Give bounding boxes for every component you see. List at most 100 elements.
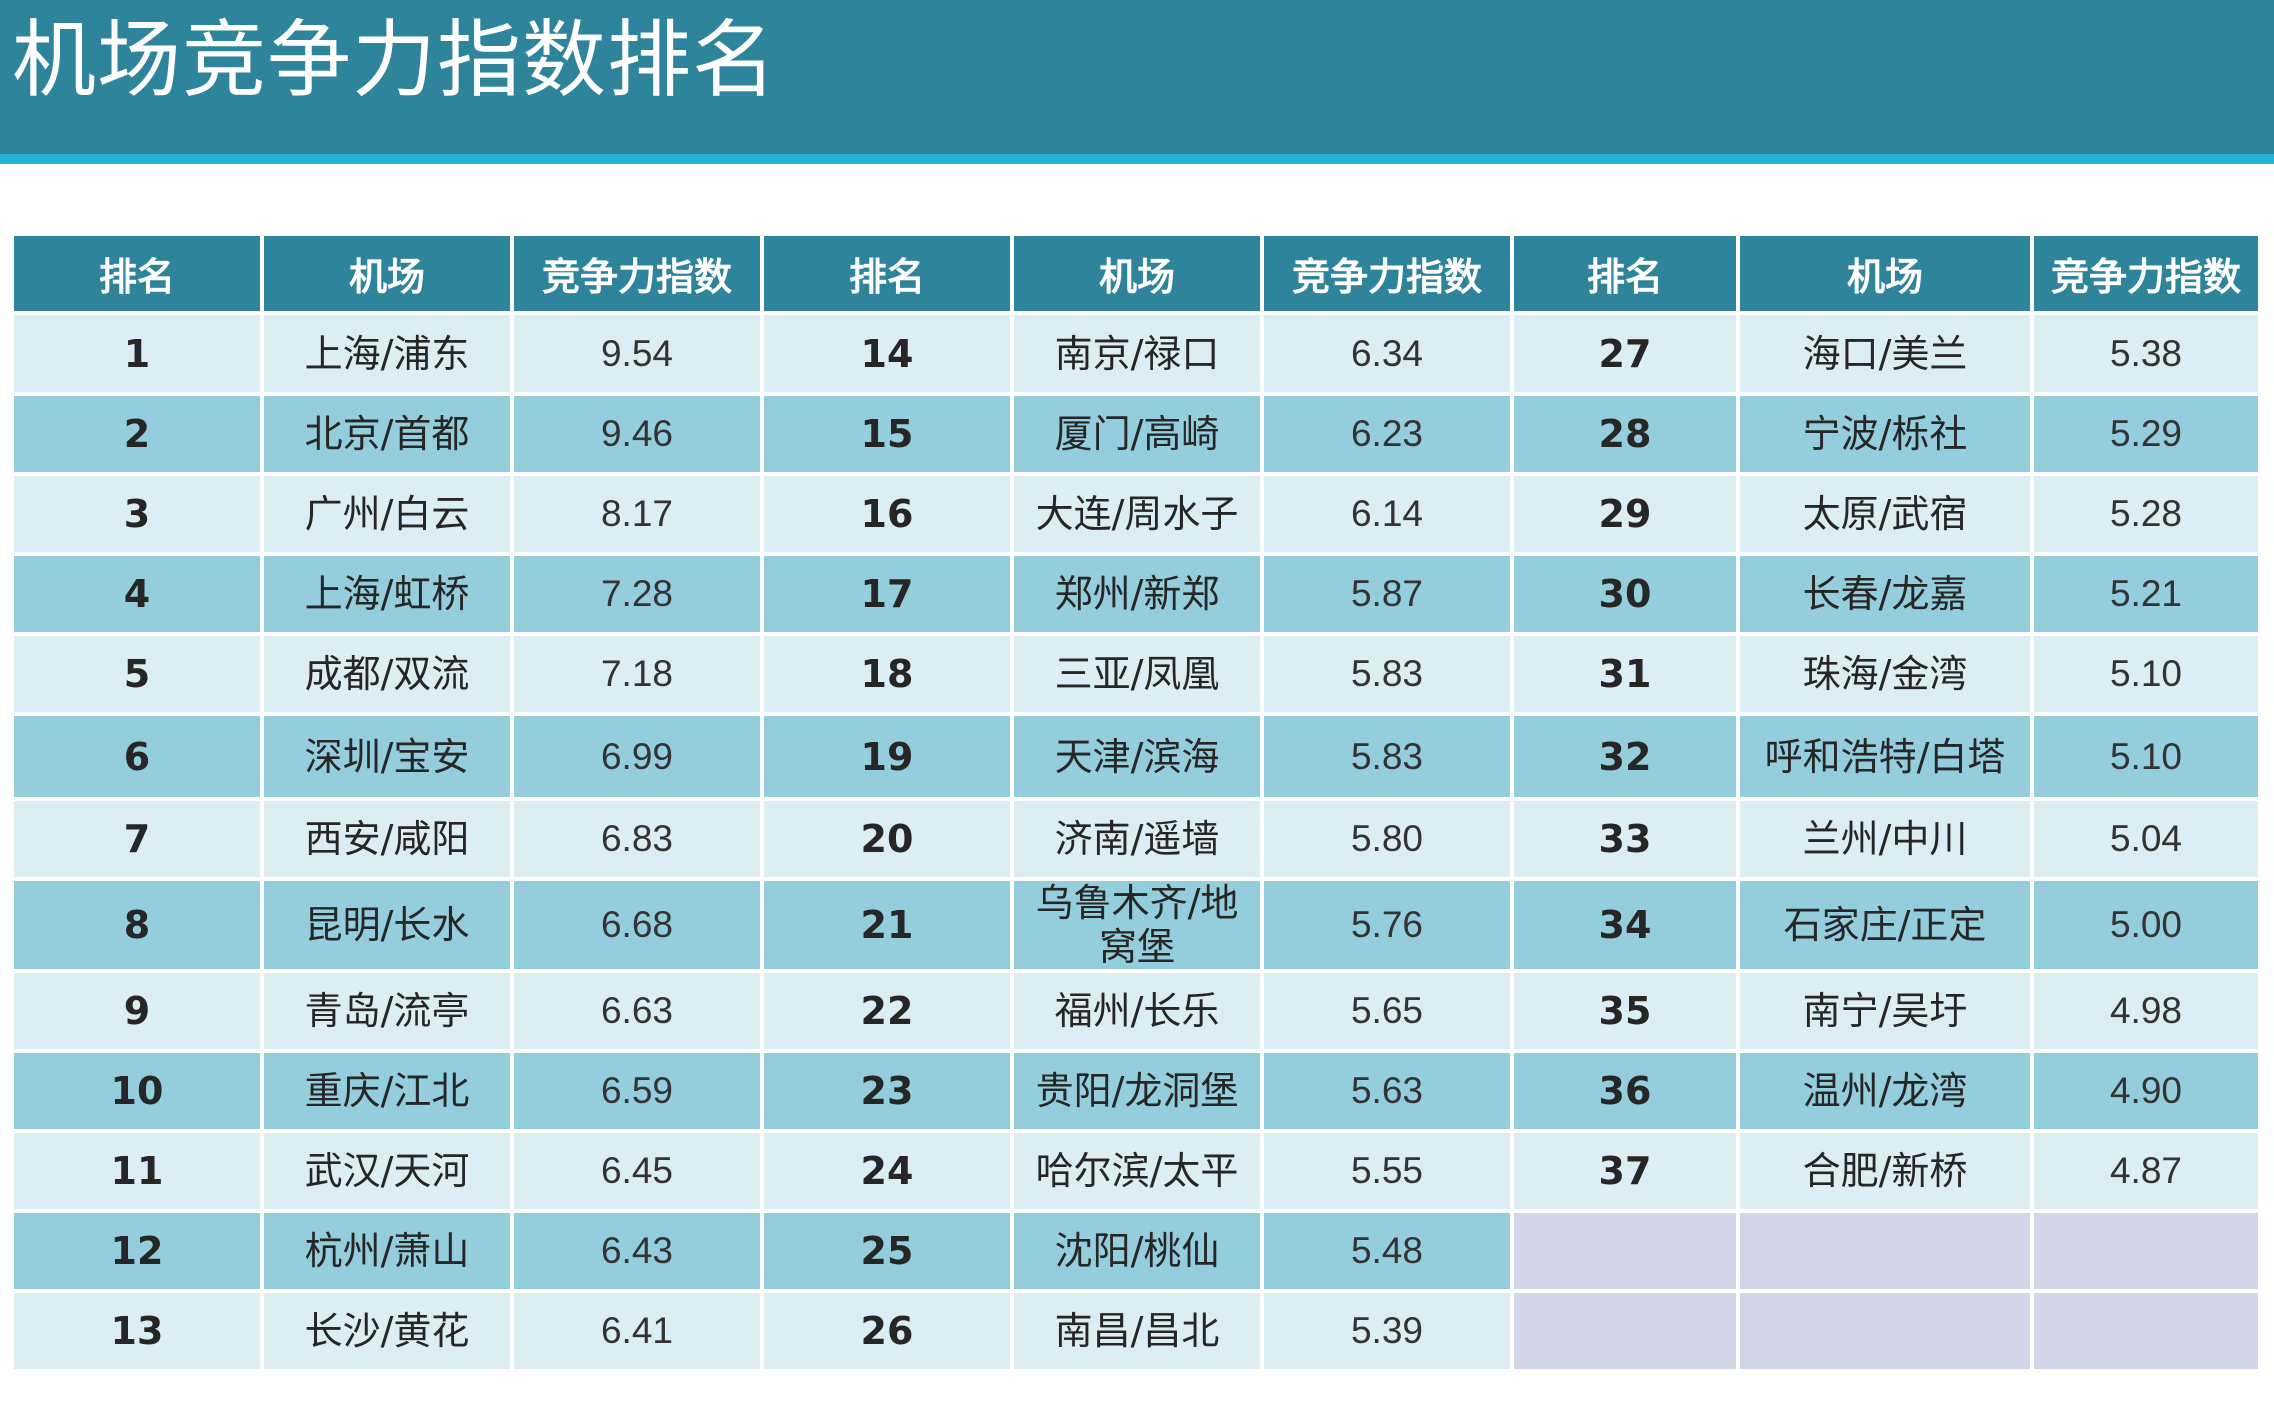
airport-cell: 三亚/凤凰 <box>1014 636 1260 712</box>
airport-cell: 广州/白云 <box>264 476 510 552</box>
table-row: 4 上海/虹桥 7.28 17 郑州/新郑 5.87 30 长春/龙嘉 5.21 <box>14 556 2258 632</box>
header-rank: 排名 <box>764 236 1010 311</box>
score-cell: 5.04 <box>2034 801 2258 877</box>
rank-cell: 5 <box>14 636 260 712</box>
rank-cell: 20 <box>764 801 1010 877</box>
score-cell: 5.63 <box>1264 1053 1510 1129</box>
airport-cell: 沈阳/桃仙 <box>1014 1213 1260 1289</box>
header-rank: 排名 <box>1514 236 1736 311</box>
score-cell: 7.28 <box>514 556 760 632</box>
rank-cell: 36 <box>1514 1053 1736 1129</box>
score-cell: 4.90 <box>2034 1053 2258 1129</box>
score-cell: 6.59 <box>514 1053 760 1129</box>
empty-cell <box>1740 1213 2030 1289</box>
airport-cell: 呼和浩特/白塔 <box>1740 716 2030 797</box>
table-row: 5 成都/双流 7.18 18 三亚/凤凰 5.83 31 珠海/金湾 5.10 <box>14 636 2258 712</box>
score-cell: 9.54 <box>514 315 760 392</box>
airport-cell: 天津/滨海 <box>1014 716 1260 797</box>
rank-cell: 33 <box>1514 801 1736 877</box>
score-cell: 6.14 <box>1264 476 1510 552</box>
empty-cell <box>1514 1293 1736 1369</box>
rank-cell: 13 <box>14 1293 260 1369</box>
rank-cell: 14 <box>764 315 1010 392</box>
airport-cell: 杭州/萧山 <box>264 1213 510 1289</box>
rank-cell: 31 <box>1514 636 1736 712</box>
rank-cell: 17 <box>764 556 1010 632</box>
score-cell: 6.41 <box>514 1293 760 1369</box>
rank-cell: 28 <box>1514 396 1736 472</box>
airport-cell: 石家庄/正定 <box>1740 881 2030 969</box>
rank-cell: 1 <box>14 315 260 392</box>
rank-cell: 10 <box>14 1053 260 1129</box>
score-cell: 4.87 <box>2034 1133 2258 1209</box>
score-cell: 5.65 <box>1264 973 1510 1049</box>
airport-cell: 昆明/长水 <box>264 881 510 969</box>
score-cell: 5.48 <box>1264 1213 1510 1289</box>
header-airport: 机场 <box>1014 236 1260 311</box>
airport-cell: 南京/禄口 <box>1014 315 1260 392</box>
header-score: 竞争力指数 <box>1264 236 1510 311</box>
title-accent-stripe <box>0 154 2274 164</box>
score-cell: 5.21 <box>2034 556 2258 632</box>
airport-cell: 哈尔滨/太平 <box>1014 1133 1260 1209</box>
score-cell: 5.55 <box>1264 1133 1510 1209</box>
rank-cell: 3 <box>14 476 260 552</box>
airport-cell: 上海/虹桥 <box>264 556 510 632</box>
table-body: 1 上海/浦东 9.54 14 南京/禄口 6.34 27 海口/美兰 5.38 2 北京/首都 9.… <box>14 315 2258 1369</box>
table-row: 13 长沙/黄花 6.41 26 南昌/昌北 5.39 <box>14 1293 2258 1369</box>
airport-cell: 太原/武宿 <box>1740 476 2030 552</box>
rank-cell: 34 <box>1514 881 1736 969</box>
rank-cell: 15 <box>764 396 1010 472</box>
score-cell: 9.46 <box>514 396 760 472</box>
header-score: 竞争力指数 <box>514 236 760 311</box>
table-row: 3 广州/白云 8.17 16 大连/周水子 6.14 29 太原/武宿 5.28 <box>14 476 2258 552</box>
score-cell: 6.63 <box>514 973 760 1049</box>
rank-cell: 35 <box>1514 973 1736 1049</box>
score-cell: 5.10 <box>2034 636 2258 712</box>
airport-cell: 西安/咸阳 <box>264 801 510 877</box>
rank-cell: 12 <box>14 1213 260 1289</box>
airport-cell: 长沙/黄花 <box>264 1293 510 1369</box>
table-row: 6 深圳/宝安 6.99 19 天津/滨海 5.83 32 呼和浩特/白塔 5.10 <box>14 716 2258 797</box>
airport-cell: 郑州/新郑 <box>1014 556 1260 632</box>
airport-cell: 珠海/金湾 <box>1740 636 2030 712</box>
rank-cell: 27 <box>1514 315 1736 392</box>
airport-cell: 青岛/流亭 <box>264 973 510 1049</box>
airport-cell: 南宁/吴圩 <box>1740 973 2030 1049</box>
airport-cell: 北京/首都 <box>264 396 510 472</box>
airport-cell: 深圳/宝安 <box>264 716 510 797</box>
title-bar: 机场竞争力指数排名 <box>0 0 2274 154</box>
rank-cell: 16 <box>764 476 1010 552</box>
airport-cell: 济南/遥墙 <box>1014 801 1260 877</box>
rank-cell: 21 <box>764 881 1010 969</box>
rank-cell: 37 <box>1514 1133 1736 1209</box>
rank-cell: 8 <box>14 881 260 969</box>
table-row: 10 重庆/江北 6.59 23 贵阳/龙洞堡 5.63 36 温州/龙湾 4.90 <box>14 1053 2258 1129</box>
rank-cell: 9 <box>14 973 260 1049</box>
table-row: 12 杭州/萧山 6.43 25 沈阳/桃仙 5.48 <box>14 1213 2258 1289</box>
rank-cell: 23 <box>764 1053 1010 1129</box>
airport-cell: 武汉/天河 <box>264 1133 510 1209</box>
table-row: 2 北京/首都 9.46 15 厦门/高崎 6.23 28 宁波/栎社 5.29 <box>14 396 2258 472</box>
table-row: 8 昆明/长水 6.68 21 乌鲁木齐/地窝堡 5.76 34 石家庄/正定 5.00 <box>14 881 2258 969</box>
score-cell: 4.98 <box>2034 973 2258 1049</box>
empty-cell <box>2034 1213 2258 1289</box>
table-row: 9 青岛/流亭 6.63 22 福州/长乐 5.65 35 南宁/吴圩 4.98 <box>14 973 2258 1049</box>
score-cell: 5.10 <box>2034 716 2258 797</box>
header-airport: 机场 <box>264 236 510 311</box>
score-cell: 6.45 <box>514 1133 760 1209</box>
page-title: 机场竞争力指数排名 <box>12 11 778 109</box>
score-cell: 5.83 <box>1264 636 1510 712</box>
score-cell: 6.99 <box>514 716 760 797</box>
airport-cell: 兰州/中川 <box>1740 801 2030 877</box>
airport-cell: 上海/浦东 <box>264 315 510 392</box>
score-cell: 5.76 <box>1264 881 1510 969</box>
empty-cell <box>1740 1293 2030 1369</box>
empty-cell <box>2034 1293 2258 1369</box>
rank-cell: 11 <box>14 1133 260 1209</box>
rank-cell: 26 <box>764 1293 1010 1369</box>
airport-cell: 成都/双流 <box>264 636 510 712</box>
score-cell: 5.39 <box>1264 1293 1510 1369</box>
airport-cell: 宁波/栎社 <box>1740 396 2030 472</box>
rank-cell: 30 <box>1514 556 1736 632</box>
